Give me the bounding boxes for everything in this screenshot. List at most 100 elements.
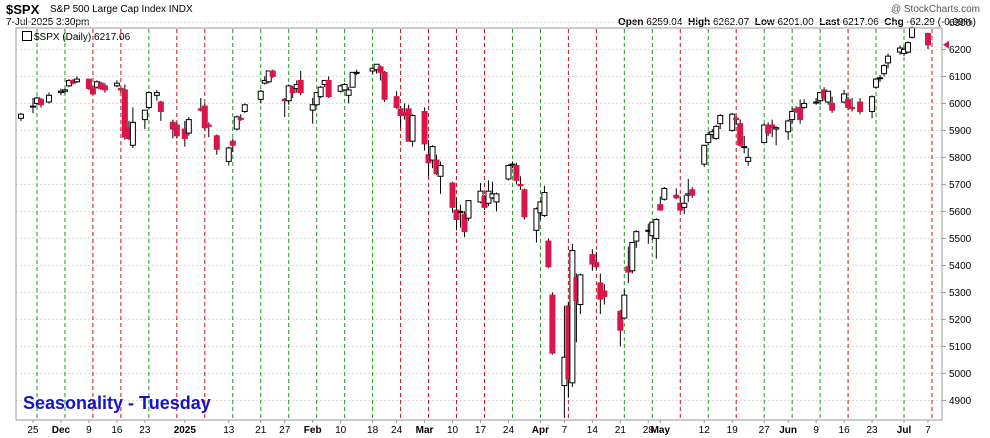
candle bbox=[629, 241, 636, 274]
candle bbox=[341, 83, 348, 92]
seasonality-lines bbox=[36, 29, 933, 419]
candle bbox=[241, 103, 248, 113]
candle bbox=[601, 284, 608, 305]
y-tick-label: 5000 bbox=[949, 369, 972, 380]
candle-body bbox=[297, 79, 304, 94]
candle bbox=[905, 41, 912, 54]
candle-body bbox=[381, 71, 388, 100]
legend: $SPX (Daily) 6217.06 bbox=[22, 31, 130, 43]
y-tick-label: 5100 bbox=[949, 342, 972, 353]
candle-body bbox=[733, 117, 740, 121]
candle-body bbox=[825, 90, 832, 103]
x-tick-label: 10 bbox=[335, 425, 347, 436]
candle bbox=[513, 162, 520, 185]
candle bbox=[633, 230, 640, 248]
candle bbox=[797, 99, 804, 124]
x-tick-label: 24 bbox=[391, 425, 403, 436]
candle bbox=[141, 109, 148, 130]
candle-body bbox=[353, 71, 360, 74]
x-tick-label: 25 bbox=[27, 425, 39, 436]
candle bbox=[729, 112, 736, 132]
y-tick-label: 6100 bbox=[949, 72, 972, 83]
candle bbox=[533, 207, 540, 243]
candle-body bbox=[789, 111, 796, 121]
candle-body bbox=[601, 290, 608, 297]
candle-body bbox=[689, 189, 696, 196]
x-tick-label: 27 bbox=[759, 425, 771, 436]
x-tick-label: 28 bbox=[643, 425, 655, 436]
candle-body bbox=[633, 231, 640, 242]
watermark: @ StockCharts.com bbox=[890, 4, 980, 15]
candle-body bbox=[885, 55, 892, 64]
candle bbox=[825, 90, 832, 105]
candle bbox=[201, 103, 208, 131]
candle bbox=[461, 211, 468, 238]
candle bbox=[617, 309, 624, 347]
x-tick-label: Dec bbox=[52, 425, 71, 436]
candle-body bbox=[101, 85, 108, 91]
x-tick-label: 21 bbox=[615, 425, 627, 436]
y-tick-label: 5800 bbox=[949, 153, 972, 164]
candle bbox=[705, 131, 712, 146]
candle-body bbox=[409, 115, 416, 142]
candle bbox=[153, 89, 160, 101]
candle-body bbox=[289, 86, 296, 94]
candle-body bbox=[761, 124, 768, 144]
x-tick-label: 7 bbox=[562, 425, 568, 436]
candle-body bbox=[229, 140, 236, 146]
candle-body bbox=[713, 125, 720, 139]
candle-body bbox=[61, 89, 68, 92]
candle bbox=[309, 98, 316, 124]
candle bbox=[785, 119, 792, 140]
x-tick-label: Jun bbox=[779, 425, 797, 436]
candle bbox=[113, 80, 120, 88]
candle bbox=[681, 195, 688, 215]
candle bbox=[57, 88, 64, 96]
candle bbox=[593, 251, 600, 270]
candle bbox=[801, 99, 808, 109]
candle-body bbox=[157, 101, 164, 113]
x-tick-label: 17 bbox=[475, 425, 487, 436]
candle bbox=[733, 116, 740, 125]
candle bbox=[257, 89, 264, 104]
x-tick-label: 2025 bbox=[174, 425, 197, 436]
candle-body bbox=[18, 113, 24, 119]
candle bbox=[393, 91, 400, 109]
candle-body bbox=[873, 78, 880, 88]
candle bbox=[37, 98, 44, 108]
candle bbox=[741, 135, 748, 154]
candle-body bbox=[465, 200, 472, 219]
candle-body bbox=[673, 194, 680, 199]
candle-body bbox=[521, 189, 528, 218]
candle-body bbox=[325, 79, 332, 98]
candle bbox=[185, 116, 192, 136]
candle-body bbox=[657, 204, 664, 211]
x-tick-label: 16 bbox=[839, 425, 851, 436]
open-label: Open bbox=[617, 17, 644, 28]
candle-body bbox=[905, 42, 912, 53]
candle-body bbox=[681, 202, 688, 208]
candle-body bbox=[845, 98, 852, 108]
candle-body bbox=[509, 163, 516, 166]
candle-body bbox=[313, 92, 320, 106]
candle-body bbox=[769, 124, 776, 129]
candle-body bbox=[617, 310, 624, 331]
candle bbox=[85, 78, 92, 90]
chart-date: 7-Jul-2025 3:30pm bbox=[6, 17, 90, 28]
candle-body bbox=[705, 133, 712, 144]
candle-body bbox=[589, 254, 596, 265]
candle bbox=[269, 69, 276, 78]
candle-body bbox=[785, 120, 792, 133]
candle bbox=[349, 71, 356, 88]
candle bbox=[449, 181, 456, 213]
candle-body bbox=[117, 88, 124, 91]
candle-body bbox=[745, 156, 752, 162]
candle bbox=[289, 85, 296, 98]
candle bbox=[569, 243, 576, 387]
x-tick-label: 16 bbox=[111, 425, 123, 436]
candle-body bbox=[45, 94, 52, 103]
x-tick-label: 12 bbox=[699, 425, 711, 436]
x-tick-label: 13 bbox=[223, 425, 235, 436]
candle bbox=[117, 87, 124, 93]
candle bbox=[653, 218, 660, 259]
